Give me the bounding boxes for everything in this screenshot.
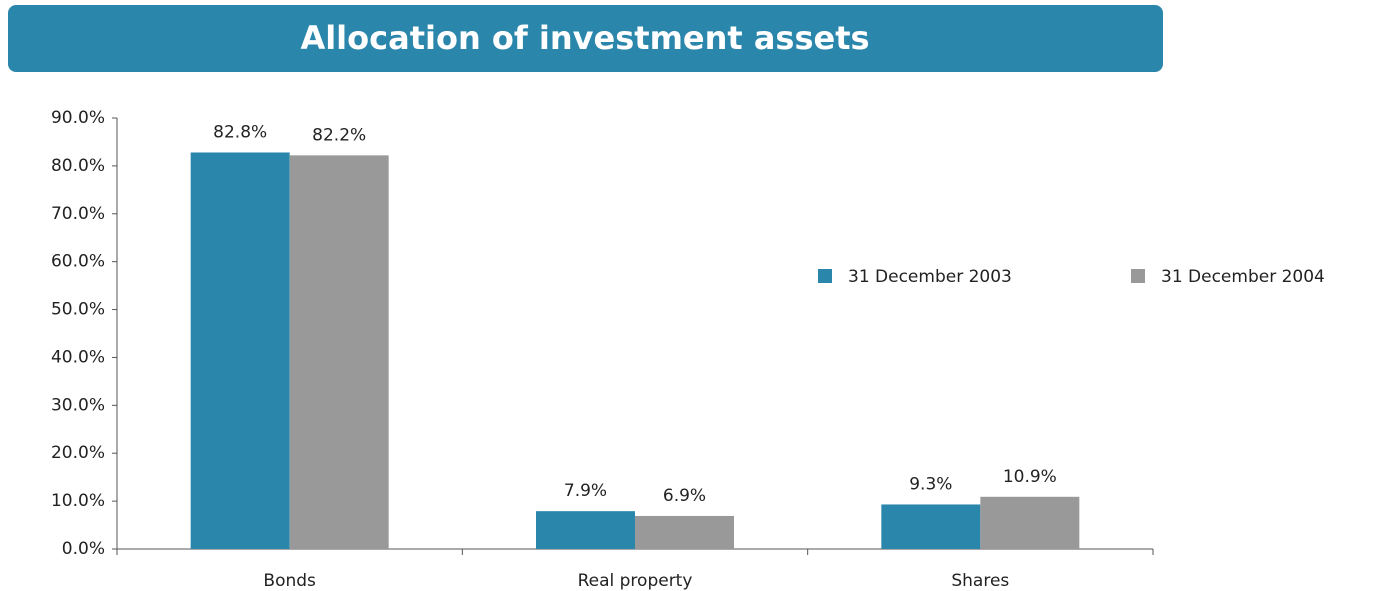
title-banner bbox=[8, 5, 1163, 72]
data-label: 82.8% bbox=[213, 122, 267, 142]
legend-label: 31 December 2003 bbox=[848, 267, 1012, 287]
legend-swatch bbox=[1131, 269, 1145, 283]
y-tick-label: 0.0% bbox=[62, 539, 105, 559]
y-tick-label: 70.0% bbox=[51, 204, 105, 224]
data-label: 10.9% bbox=[1003, 467, 1057, 487]
chart-title: Allocation of investment assets bbox=[300, 19, 869, 57]
y-tick-label: 50.0% bbox=[51, 300, 105, 320]
bar bbox=[289, 155, 389, 549]
bar bbox=[536, 511, 635, 549]
x-tick-label: Bonds bbox=[263, 571, 316, 591]
data-label: 7.9% bbox=[564, 481, 607, 501]
y-tick-label: 10.0% bbox=[51, 491, 105, 511]
y-tick-label: 60.0% bbox=[51, 252, 105, 272]
x-tick-label: Shares bbox=[951, 571, 1009, 591]
bar bbox=[635, 515, 734, 549]
bar bbox=[980, 496, 1080, 549]
legend-label: 31 December 2004 bbox=[1161, 267, 1325, 287]
data-label: 82.2% bbox=[312, 125, 366, 145]
y-tick-label: 20.0% bbox=[51, 443, 105, 463]
x-tick-label: Real property bbox=[578, 571, 693, 591]
y-tick-label: 40.0% bbox=[51, 347, 105, 367]
y-tick-label: 90.0% bbox=[51, 108, 105, 128]
y-tick-label: 80.0% bbox=[51, 156, 105, 176]
bar bbox=[881, 504, 981, 549]
y-tick-label: 30.0% bbox=[51, 395, 105, 415]
legend-swatch bbox=[818, 269, 832, 283]
bar bbox=[190, 152, 290, 550]
data-label: 9.3% bbox=[909, 474, 952, 494]
data-label: 6.9% bbox=[663, 486, 706, 506]
